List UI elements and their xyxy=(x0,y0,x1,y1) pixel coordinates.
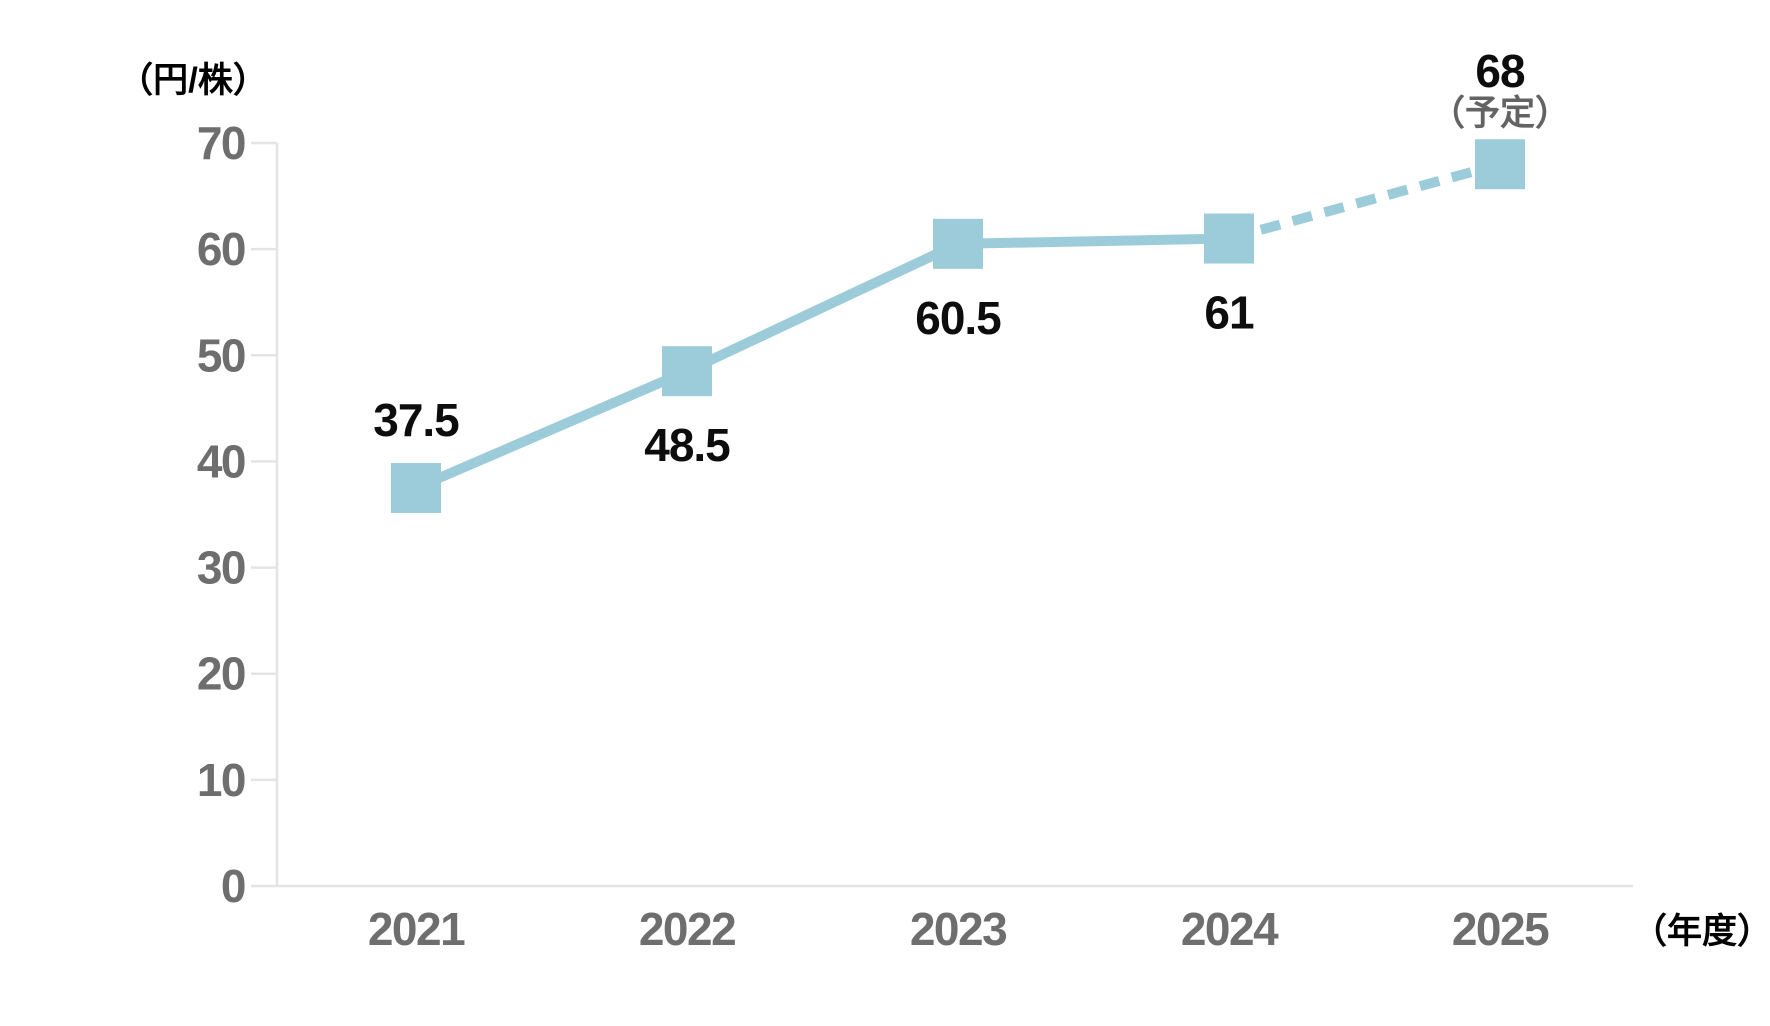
x-tick-label-2021: 2021 xyxy=(368,903,465,955)
y-tick-label-30: 30 xyxy=(197,542,245,594)
data-point-marker-2025 xyxy=(1475,139,1525,190)
x-tick-label-2022: 2022 xyxy=(639,903,735,955)
data-point-label-2025: 68 xyxy=(1475,45,1525,97)
data-point-marker-2022 xyxy=(662,346,712,397)
data-point-marker-2024 xyxy=(1204,213,1254,264)
y-tick-label-50: 50 xyxy=(197,329,245,381)
data-point-label-2021: 37.5 xyxy=(373,394,459,446)
y-tick-label-40: 40 xyxy=(197,435,245,487)
y-tick-label-0: 0 xyxy=(221,860,245,912)
y-tick-label-10: 10 xyxy=(197,754,245,806)
data-point-marker-2023 xyxy=(933,218,983,269)
data-point-label-2023: 60.5 xyxy=(915,292,1001,344)
data-point-label-2022: 48.5 xyxy=(644,419,730,471)
data-point-marker-2021 xyxy=(391,462,441,513)
forecast-note-label: （予定） xyxy=(1430,94,1570,133)
y-tick-label-20: 20 xyxy=(197,648,245,700)
y-tick-label-60: 60 xyxy=(197,223,245,275)
y-axis-unit-label: （円/株） xyxy=(118,61,268,100)
x-tick-label-2024: 2024 xyxy=(1181,903,1279,955)
x-tick-label-2025: 2025 xyxy=(1452,903,1549,955)
y-tick-label-70: 70 xyxy=(197,117,245,169)
data-point-label-2024: 61 xyxy=(1204,287,1254,339)
x-tick-label-2023: 2023 xyxy=(910,903,1006,955)
series-line-dashed-forecast xyxy=(1227,159,1502,244)
series-line-solid xyxy=(414,233,1230,493)
x-axis-unit-label: （年度） xyxy=(1632,912,1770,951)
